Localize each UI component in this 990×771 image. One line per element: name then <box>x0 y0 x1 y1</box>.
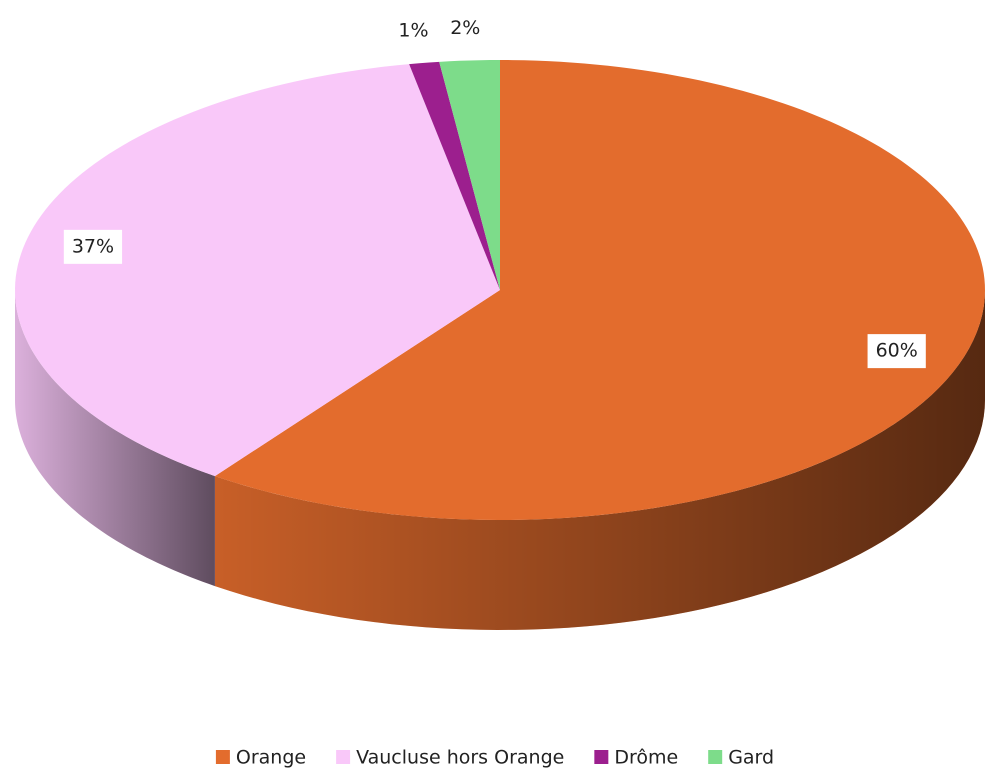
data-label: 60% <box>876 340 918 362</box>
data-label: 1% <box>398 20 428 42</box>
legend-label: Vaucluse hors Orange <box>356 747 564 769</box>
data-label-box <box>63 229 123 264</box>
legend-swatch <box>215 750 230 764</box>
legend: Orange Vaucluse hors Orange Drôme Gard <box>215 747 774 769</box>
pie-slice <box>439 60 500 290</box>
legend-label: Orange <box>236 747 306 769</box>
data-label-box <box>867 334 926 369</box>
pie-sides <box>15 290 986 630</box>
legend-swatch <box>594 750 609 764</box>
legend-label: Gard <box>728 747 774 769</box>
data-label: 2% <box>450 17 480 39</box>
pie-slice <box>15 64 500 477</box>
legend-swatch <box>708 750 723 764</box>
pie-tops <box>15 60 985 520</box>
pie-side-shade <box>214 290 986 630</box>
pie-slice <box>214 60 985 520</box>
pie-slice <box>409 61 500 291</box>
legend-label: Drôme <box>614 747 678 769</box>
data-label: 37% <box>72 235 114 257</box>
pie-side-shade <box>15 290 215 587</box>
data-labels: 60% 37% 1% 2% <box>63 17 926 369</box>
legend-swatch <box>336 750 351 764</box>
